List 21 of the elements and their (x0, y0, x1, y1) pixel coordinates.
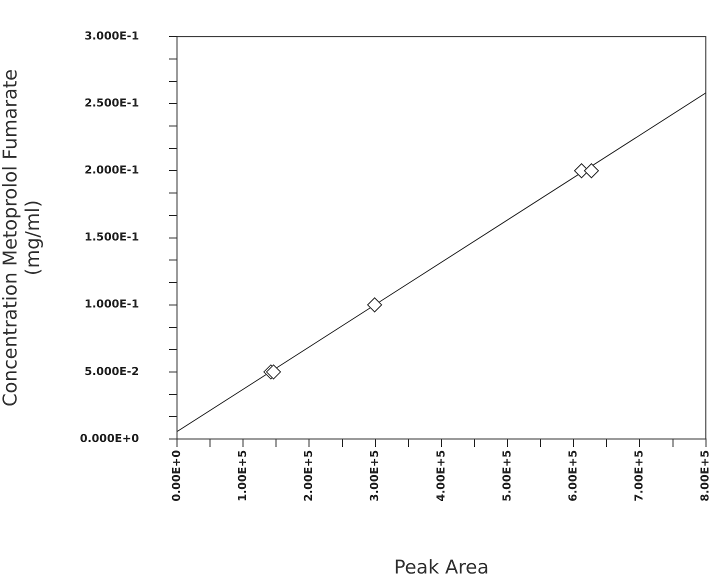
x-tick-label: 7.00E+5 (632, 450, 646, 502)
x-tick-label: 8.00E+5 (698, 450, 712, 502)
point (584, 163, 599, 178)
x-tick-label: 3.00E+5 (368, 450, 382, 502)
point (367, 297, 382, 312)
y-tick-label: 2.500E-1 (84, 96, 139, 110)
x-tick-label: 4.00E+5 (434, 450, 448, 502)
x-tick-label: 0.00E+0 (170, 450, 183, 502)
x-tick-label: 1.00E+5 (236, 450, 249, 502)
y-tick-label: 5.000E-2 (84, 364, 139, 378)
y-tick-label: 0.000E+0 (80, 432, 140, 445)
y-tick-label: 1.500E-1 (84, 230, 139, 244)
y-axis-title: Concentration Metoprolol Fumarate (mg/ml) (0, 69, 44, 407)
x-tick-label: 6.00E+5 (566, 450, 580, 502)
y-tick-label: 2.000E-1 (84, 164, 139, 177)
point (266, 364, 282, 380)
y-tick-label: 3.000E-1 (84, 29, 139, 42)
x-tick-label: 2.00E+5 (302, 450, 316, 502)
x-axis-title: Peak Area (394, 556, 489, 579)
y-tick-label: 1.000E-1 (84, 298, 139, 311)
x-tick-label: 5.00E+5 (500, 450, 514, 502)
